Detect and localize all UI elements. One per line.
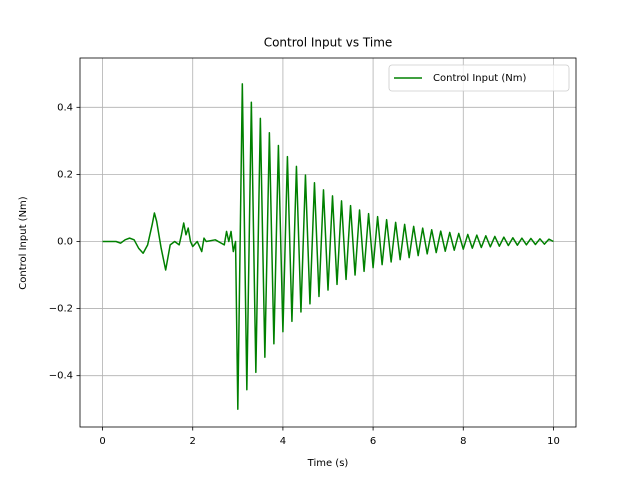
y-tick-label: 0.0 — [57, 236, 73, 247]
data-line — [102, 83, 554, 410]
legend-label: Control Input (Nm) — [433, 73, 527, 84]
legend-box — [388, 64, 570, 92]
plot-frame — [79, 57, 577, 428]
y-tick-label: −0.4 — [49, 371, 73, 382]
y-tick-label: −0.2 — [49, 304, 73, 315]
x-tick-label: 10 — [547, 436, 560, 447]
x-tick-label: 4 — [280, 436, 286, 447]
x-tick-label: 8 — [460, 436, 466, 447]
x-tick-label: 6 — [370, 436, 376, 447]
x-axis-label: Time (s) — [307, 458, 349, 469]
y-axis-label: Control Input (Nm) — [18, 196, 29, 290]
x-tick-label: 2 — [190, 436, 196, 447]
x-tick-label: 0 — [99, 436, 105, 447]
chart-title: Control Input vs Time — [264, 36, 393, 50]
y-tick-label: 0.2 — [57, 169, 73, 180]
y-tick-label: 0.4 — [57, 102, 73, 113]
